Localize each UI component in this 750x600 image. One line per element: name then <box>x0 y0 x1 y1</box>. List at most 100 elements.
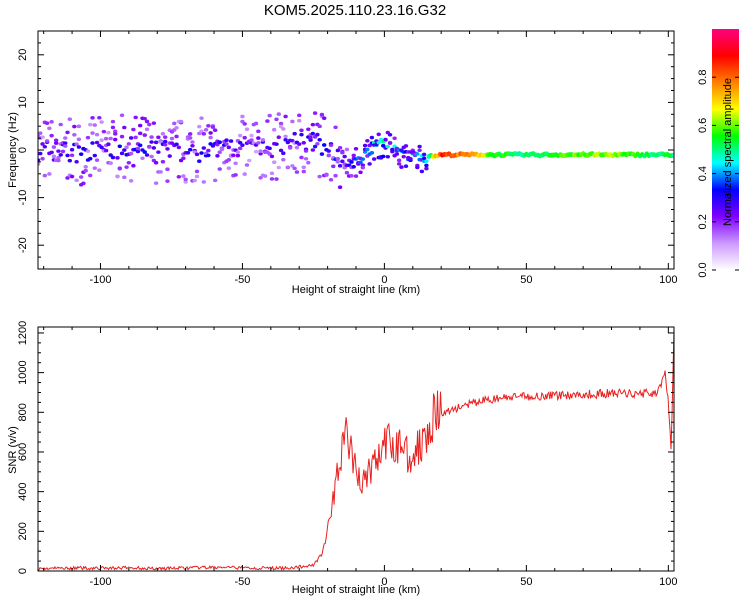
spectrogram-cell <box>194 169 200 174</box>
spectrogram-cell <box>201 146 207 150</box>
spectrogram-cell <box>135 146 141 151</box>
colorbar-tick-label: 0.6 <box>697 118 709 133</box>
spectrogram-cell <box>174 134 179 139</box>
spectrogram-cell <box>51 154 57 159</box>
spectrogram-cell <box>63 136 68 140</box>
spectrogram-cell <box>147 145 152 149</box>
spectrogram-cell <box>69 174 75 179</box>
spectrogram-cell <box>303 149 309 153</box>
spectrogram-cell <box>131 163 136 168</box>
spectrogram-cell <box>274 142 279 146</box>
spectrogram-cell <box>365 138 370 143</box>
spectrogram-cell <box>301 165 306 170</box>
spectrogram-cell <box>122 175 127 180</box>
spectrogram-cell <box>212 178 218 183</box>
spectrogram-cell <box>106 130 111 135</box>
spectrogram-cell <box>106 142 111 146</box>
spectrogram-cell <box>60 149 66 154</box>
snr-frame <box>37 326 675 572</box>
spectrogram-cell <box>369 135 375 140</box>
spectrogram-cell <box>187 147 193 152</box>
spectrogram-cell <box>153 140 159 145</box>
spectrogram-cell <box>208 131 213 135</box>
spectrogram-cell <box>290 164 295 168</box>
spectrogram-cell <box>237 133 243 138</box>
spectrogram-cell <box>199 129 204 134</box>
x-tick-label: -50 <box>234 274 250 286</box>
spectrogram-cell <box>101 129 107 134</box>
spectrogram-cell <box>40 156 45 161</box>
spectrogram-cell <box>312 144 318 149</box>
spectrogram-cell <box>317 137 322 142</box>
spectrogram-cell <box>387 132 393 137</box>
spectrogram-cell <box>185 151 191 155</box>
spectrogram-cell <box>94 132 100 137</box>
spectrogram-cell <box>63 144 68 148</box>
spectrogram-cell <box>253 121 259 126</box>
spectrogram-cell <box>90 116 95 120</box>
spectrogram-cell <box>56 158 61 163</box>
spectrogram-cell <box>269 177 275 181</box>
spectrogram-cell <box>215 154 220 158</box>
spectrogram-cell <box>49 120 54 124</box>
spectrogram-cell <box>297 118 302 123</box>
spectrogram-cell <box>174 142 179 147</box>
spectrogram-cell <box>217 167 222 171</box>
spectrogram-cell <box>315 132 320 137</box>
spectrogram-cell <box>326 153 331 158</box>
spectrogram-cell <box>110 125 116 130</box>
spectrogram-cell <box>301 169 306 174</box>
spectrogram-cell <box>201 132 207 136</box>
spectrogram-cell <box>156 135 161 140</box>
spectrogram-cell <box>383 137 388 142</box>
spectrogram-cell <box>358 170 363 175</box>
spectrogram-cell <box>85 149 91 153</box>
spectrogram-cell <box>67 158 73 163</box>
spectrogram-cell <box>237 146 243 151</box>
spectrogram-cell <box>194 152 200 157</box>
spectrogram-cell <box>381 154 386 159</box>
spectrogram-cell <box>133 115 138 120</box>
spectrogram-cell <box>81 181 86 186</box>
spectrogram-cell <box>274 117 279 122</box>
spectrogram-cell <box>299 128 304 133</box>
spectrogram-cell <box>110 155 116 160</box>
colorbar-tick-label: 0.0 <box>697 262 709 277</box>
spectrogram-cell <box>44 139 50 143</box>
spectrogram-cell <box>160 131 166 136</box>
spectrogram-cell <box>394 152 400 156</box>
spectrogram-cell <box>74 142 79 147</box>
spectrogram-cell <box>69 153 75 158</box>
spectrogram-cell <box>310 131 316 136</box>
spectrogram-cell <box>324 173 329 177</box>
spectrogram-cell <box>385 154 390 159</box>
spectrogram-cell <box>317 174 322 179</box>
spectrogram-cell <box>294 145 300 150</box>
x-tick-label: 50 <box>520 274 532 286</box>
spectrogram-cell <box>115 156 120 160</box>
spectrogram-cell <box>233 173 238 177</box>
y-tick-label: 20 <box>17 49 29 61</box>
spectrogram-cell <box>119 151 125 156</box>
spectrogram-cell <box>122 148 127 152</box>
spectrogram-cell <box>281 127 286 131</box>
spectrogram-cell <box>403 164 409 168</box>
spectrogram-cell <box>335 148 341 153</box>
spectrogram-cell <box>42 144 48 149</box>
spectrogram-cell <box>267 113 272 118</box>
spectrogram-cell <box>149 135 154 139</box>
spectrogram-cell <box>306 160 311 165</box>
spectrogram-cell <box>424 159 429 163</box>
spectrogram-cell <box>340 159 345 164</box>
spectrogram-cell <box>97 115 102 120</box>
spectrogram-cell <box>169 136 175 141</box>
spectrogram-cell <box>128 179 134 183</box>
y-tick-label: 10 <box>17 96 29 108</box>
spectrogram-cell <box>40 135 45 139</box>
spectrogram-cell <box>353 146 359 151</box>
spectrogram-cell <box>349 173 354 178</box>
spectrogram-cell <box>113 132 118 136</box>
spectrogram-cell <box>163 142 168 147</box>
